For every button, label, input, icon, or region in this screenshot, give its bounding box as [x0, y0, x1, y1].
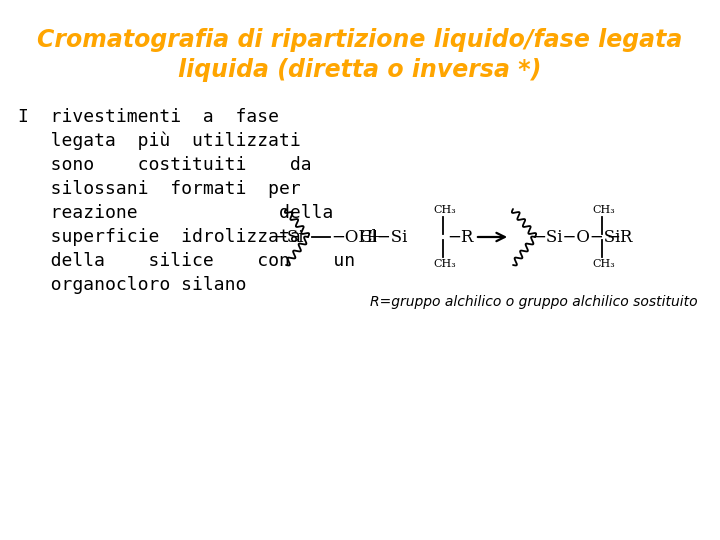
Text: R=gruppo alchilico o gruppo alchilico sostituito: R=gruppo alchilico o gruppo alchilico so…: [370, 295, 698, 309]
Text: −Si: −Si: [274, 228, 304, 246]
Text: superficie  idrolizzata: superficie idrolizzata: [18, 228, 301, 246]
Text: liquida (diretta o inversa *): liquida (diretta o inversa *): [179, 58, 541, 82]
Text: CH₃: CH₃: [593, 259, 616, 269]
Text: silossani  formati  per: silossani formati per: [18, 180, 301, 198]
Text: Cl−Si: Cl−Si: [359, 228, 408, 246]
Text: +: +: [366, 228, 383, 246]
Text: −OH: −OH: [331, 228, 373, 246]
Text: I  rivestimenti  a  fase: I rivestimenti a fase: [18, 108, 279, 126]
Text: −Si−O−Si: −Si−O−Si: [532, 228, 621, 246]
Text: Cromatografia di ripartizione liquido/fase legata: Cromatografia di ripartizione liquido/fa…: [37, 28, 683, 52]
Text: CH₃: CH₃: [433, 205, 456, 215]
Text: organocloro silano: organocloro silano: [18, 276, 246, 294]
Text: −R: −R: [606, 228, 632, 246]
Text: della    silice    con    un: della silice con un: [18, 252, 355, 270]
Text: CH₃: CH₃: [593, 205, 616, 215]
Text: sono    costituiti    da: sono costituiti da: [18, 156, 312, 174]
Text: −R: −R: [447, 228, 473, 246]
Text: legata  più  utilizzati: legata più utilizzati: [18, 132, 301, 151]
Text: CH₃: CH₃: [433, 259, 456, 269]
Text: reazione             della: reazione della: [18, 204, 333, 222]
